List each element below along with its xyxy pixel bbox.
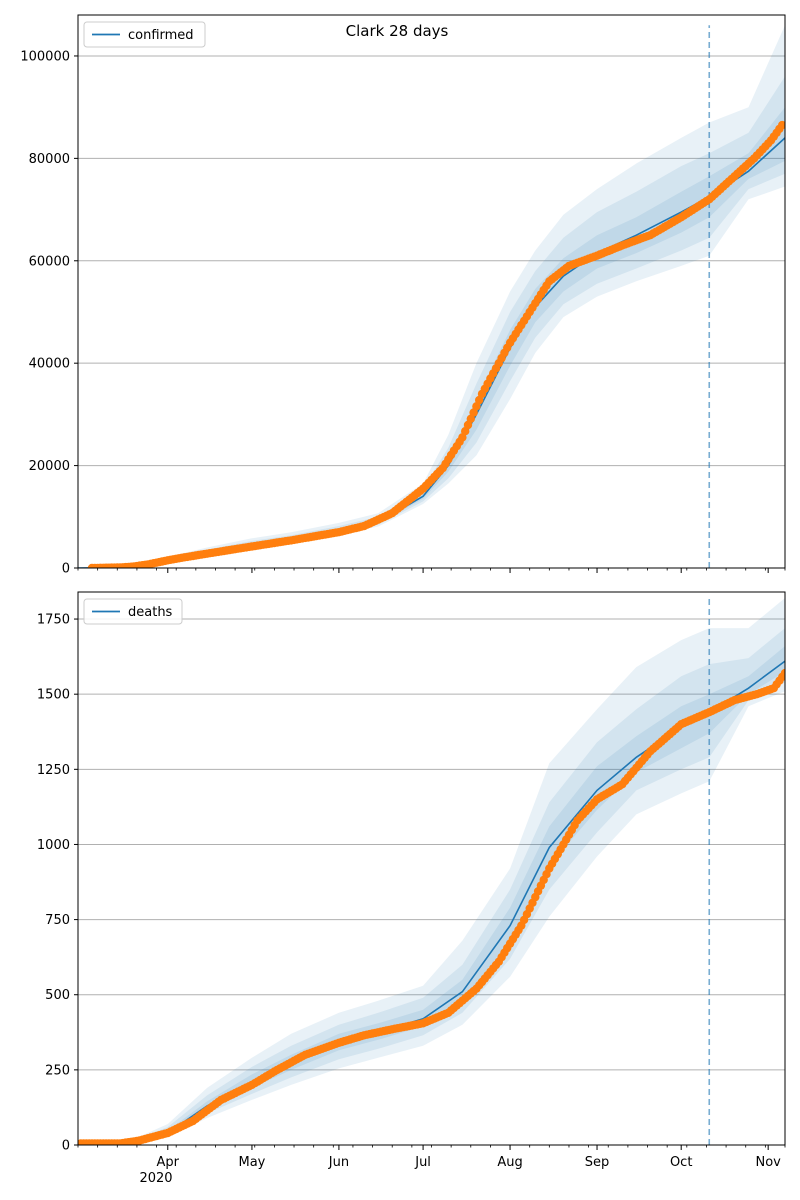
uncertainty-band bbox=[78, 598, 785, 1145]
legend-box bbox=[83, 21, 206, 48]
observed-point bbox=[778, 120, 785, 130]
deaths-panel: 0 250 500 750 1000 1250 1500 1750 Apr May Jun Jul Au… bbox=[37, 591, 786, 1170]
x-tick-label: Oct bbox=[670, 1155, 692, 1170]
y-tick-label: 1750 bbox=[37, 613, 70, 628]
y-tick-label: 40000 bbox=[29, 357, 70, 372]
legend-box bbox=[83, 598, 183, 625]
confirmed-panel: 0 20000 40000 60000 80000 100000 confirmed bbox=[20, 14, 786, 577]
observed-point bbox=[780, 668, 785, 678]
plot-area bbox=[78, 598, 785, 1145]
legend-label: confirmed bbox=[128, 28, 194, 43]
x-tick-label: Apr bbox=[157, 1155, 180, 1170]
x-tick-label: Nov bbox=[755, 1155, 781, 1170]
x-tick-label: Jun bbox=[328, 1155, 349, 1170]
y-tick-label: 1000 bbox=[37, 838, 70, 853]
x-tick-label: May bbox=[238, 1155, 265, 1170]
legend-label: deaths bbox=[128, 605, 173, 620]
y-tick-label: 1250 bbox=[37, 763, 70, 778]
observed-point bbox=[469, 408, 478, 417]
chart-title: Clark 28 days bbox=[346, 22, 449, 40]
y-tick-label: 20000 bbox=[29, 459, 70, 474]
y-tick-label: 750 bbox=[45, 913, 70, 928]
legend: confirmed bbox=[83, 21, 206, 48]
x-tick-label: Jul bbox=[414, 1155, 431, 1170]
y-tick-label: 0 bbox=[62, 1139, 70, 1154]
y-tick-label: 1500 bbox=[37, 688, 70, 703]
plot-area bbox=[78, 25, 785, 568]
y-tick-label: 100000 bbox=[20, 49, 70, 64]
y-tick-label: 250 bbox=[45, 1063, 70, 1078]
y-tick-label: 500 bbox=[45, 988, 70, 1003]
uncertainty-band bbox=[78, 628, 785, 1145]
uncertainty-band bbox=[78, 646, 785, 1145]
y-tick-label: 60000 bbox=[29, 254, 70, 269]
x-year-label: 2020 bbox=[139, 1171, 172, 1186]
x-tick-label: Aug bbox=[497, 1155, 522, 1170]
legend: deaths bbox=[83, 598, 183, 625]
x-tick-label: Sep bbox=[585, 1155, 610, 1170]
y-tick-label: 80000 bbox=[29, 152, 70, 167]
y-tick-label: 0 bbox=[62, 562, 70, 577]
